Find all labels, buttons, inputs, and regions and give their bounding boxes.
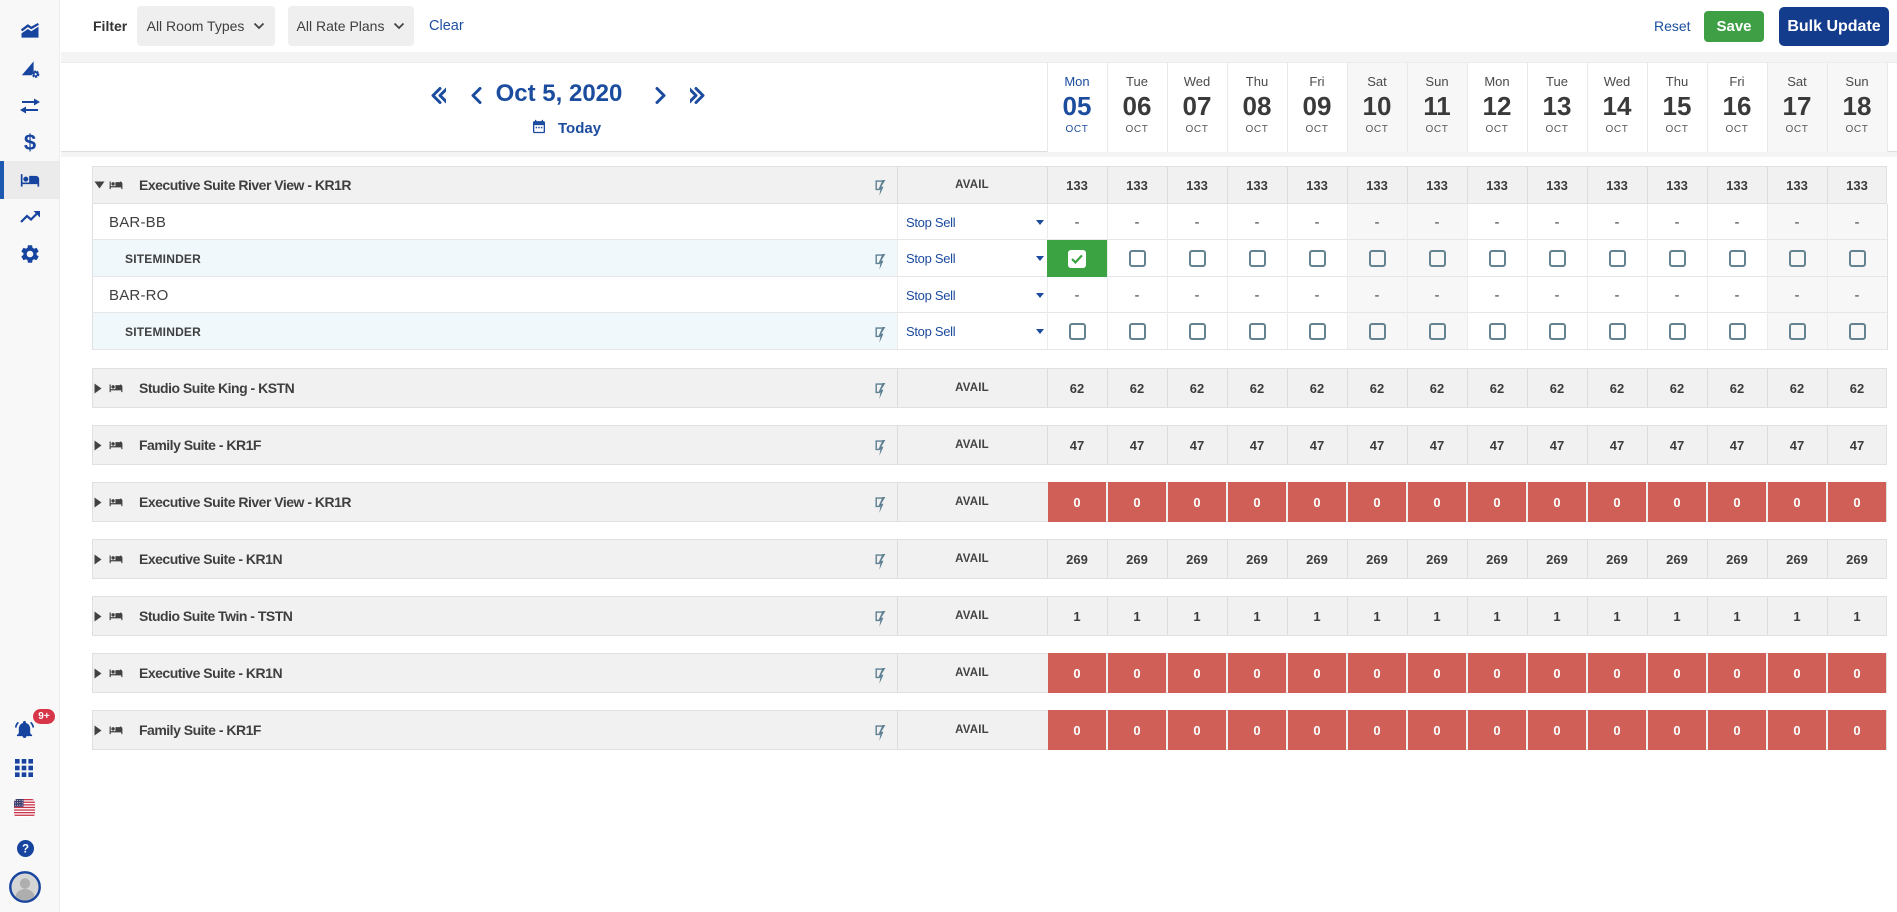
svg-text:$: $ [24, 131, 36, 155]
svg-text:?: ? [22, 844, 29, 856]
